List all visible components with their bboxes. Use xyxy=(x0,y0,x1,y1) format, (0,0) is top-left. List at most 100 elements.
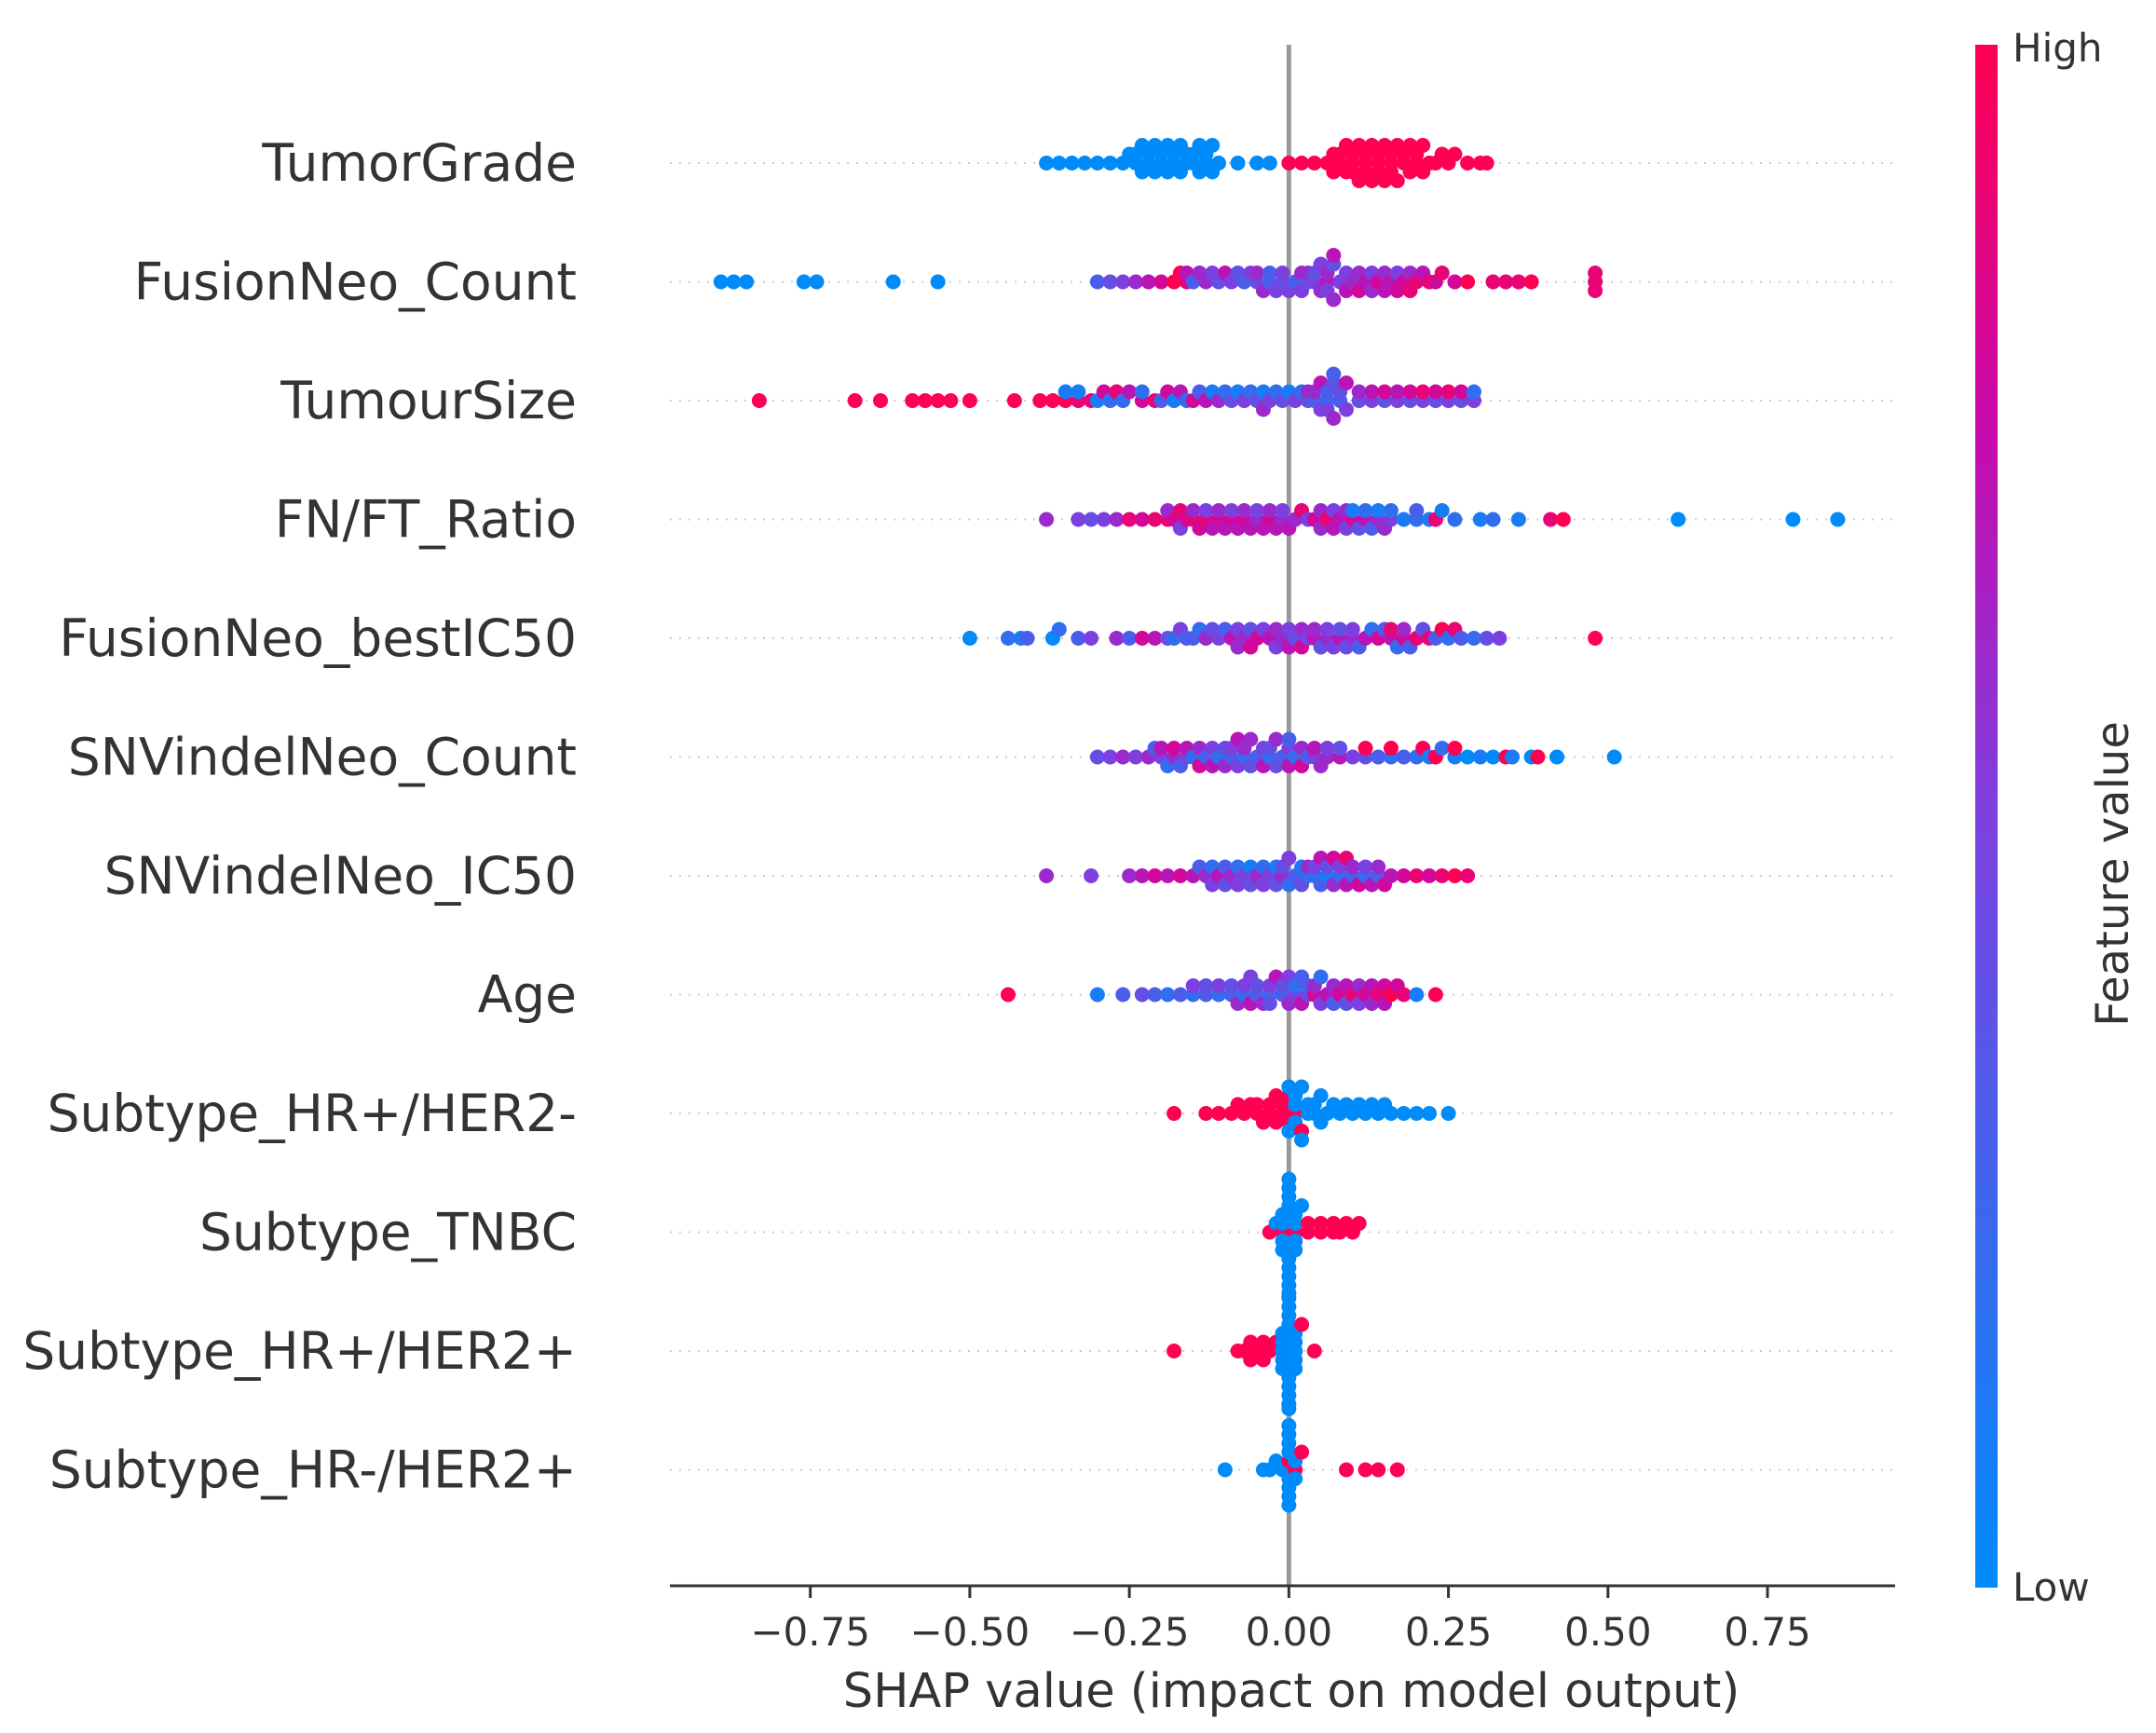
shap-point xyxy=(1671,512,1686,527)
shap-point xyxy=(1313,1216,1329,1231)
feature-label: Subtype_HR-/HER2+ xyxy=(49,1440,577,1500)
shap-point xyxy=(1588,631,1603,646)
shap-point xyxy=(1288,1242,1303,1258)
colorbar-high-label: High xyxy=(2013,25,2103,71)
shap-point xyxy=(1249,266,1265,280)
shap-point xyxy=(1032,393,1048,408)
shap-point xyxy=(1294,1317,1310,1332)
shap-point xyxy=(1460,749,1476,765)
shap-point xyxy=(847,393,863,408)
shap-point xyxy=(1300,1216,1316,1231)
shap-point xyxy=(1588,283,1603,298)
shap-point xyxy=(1415,138,1431,153)
shap-point xyxy=(1294,1079,1310,1095)
shap-point xyxy=(1147,868,1163,883)
shap-point xyxy=(1109,512,1125,527)
shap-point xyxy=(1466,384,1481,400)
shap-point xyxy=(1383,621,1399,637)
shap-point xyxy=(1217,1462,1233,1478)
shap-point xyxy=(930,393,946,408)
feature-labels: TumorGrade FusionNeo_Count TumourSize FN/FT… xyxy=(22,133,577,1500)
shap-point xyxy=(930,274,946,290)
shap-point xyxy=(1344,859,1360,875)
shap-point xyxy=(1122,512,1138,527)
shap-point xyxy=(1084,512,1099,527)
colorbar xyxy=(1975,45,1998,1588)
shap-point xyxy=(873,393,889,408)
shap-point xyxy=(1338,1462,1354,1478)
shap-point xyxy=(1383,503,1399,518)
shap-point xyxy=(1498,274,1514,290)
colorbar-low-label: Low xyxy=(2013,1564,2090,1610)
shap-point xyxy=(1230,156,1246,171)
shap-point xyxy=(1830,512,1846,527)
shap-point xyxy=(1102,749,1118,765)
shap-point xyxy=(1492,631,1508,646)
x-axis-title: SHAP value (impact on model output) xyxy=(843,1664,1740,1719)
shap-point xyxy=(1294,156,1310,171)
shap-point xyxy=(1396,512,1412,527)
shap-point xyxy=(1223,978,1239,993)
shap-point xyxy=(1588,266,1603,280)
shap-point xyxy=(1211,156,1227,171)
shap-point xyxy=(1409,503,1425,518)
shap-point xyxy=(1306,156,1322,171)
x-tick-label: −0.50 xyxy=(910,1609,1030,1655)
shap-point xyxy=(1281,1497,1297,1513)
shap-point xyxy=(1294,1444,1310,1460)
shap-point xyxy=(1383,868,1399,883)
shap-point xyxy=(1434,741,1450,756)
shap-point xyxy=(1389,384,1405,400)
shap-point xyxy=(1434,266,1450,280)
shap-point xyxy=(1358,503,1373,518)
x-tick-label: −0.75 xyxy=(750,1609,870,1655)
shap-point xyxy=(1447,741,1463,756)
shap-point xyxy=(1453,384,1469,400)
shap-point xyxy=(1236,503,1252,518)
shap-point xyxy=(1281,156,1297,171)
shap-point xyxy=(1383,1106,1399,1121)
shap-point xyxy=(1039,868,1055,883)
shap-point xyxy=(1319,741,1335,756)
shap-point xyxy=(1134,512,1150,527)
shap-point xyxy=(1127,749,1143,765)
shap-point xyxy=(1172,987,1188,1003)
shap-point xyxy=(1089,274,1105,290)
shap-point xyxy=(1275,266,1290,280)
shap-point xyxy=(1268,731,1284,747)
shap-point xyxy=(1479,156,1494,171)
shap-point xyxy=(1344,749,1360,765)
shap-point xyxy=(1409,1106,1425,1121)
shap-point xyxy=(1211,978,1227,993)
shap-point xyxy=(1147,631,1163,646)
shap-point xyxy=(1313,969,1329,985)
shap-point xyxy=(1115,274,1131,290)
shap-point xyxy=(1396,1106,1412,1121)
shap-point xyxy=(1396,621,1412,637)
shap-point xyxy=(1319,621,1335,637)
shap-point xyxy=(1262,996,1277,1011)
shap-point xyxy=(962,393,977,408)
shap-point xyxy=(1000,987,1016,1003)
shap-point xyxy=(1122,868,1138,883)
shap-point xyxy=(1389,1462,1405,1478)
shap-point xyxy=(1102,274,1118,290)
shap-point xyxy=(1198,1106,1214,1121)
shap-point xyxy=(1523,274,1539,290)
shap-point xyxy=(1249,1097,1265,1112)
shap-point xyxy=(1000,631,1016,646)
shap-point xyxy=(1153,741,1169,756)
x-tick-label: 0.25 xyxy=(1405,1609,1493,1655)
shap-point xyxy=(1344,621,1360,637)
shap-point xyxy=(1460,156,1476,171)
shap-point xyxy=(1555,512,1571,527)
shap-point xyxy=(1371,1462,1386,1478)
shap-point xyxy=(1084,868,1099,883)
shap-point xyxy=(1549,749,1565,765)
shap-point xyxy=(1102,156,1118,171)
x-axis-ticks: −0.75 −0.50 −0.25 0.00 0.25 0.50 0.75 xyxy=(750,1586,1811,1655)
shap-point xyxy=(1089,987,1105,1003)
shap-point xyxy=(1172,868,1188,883)
shap-point xyxy=(1039,512,1055,527)
